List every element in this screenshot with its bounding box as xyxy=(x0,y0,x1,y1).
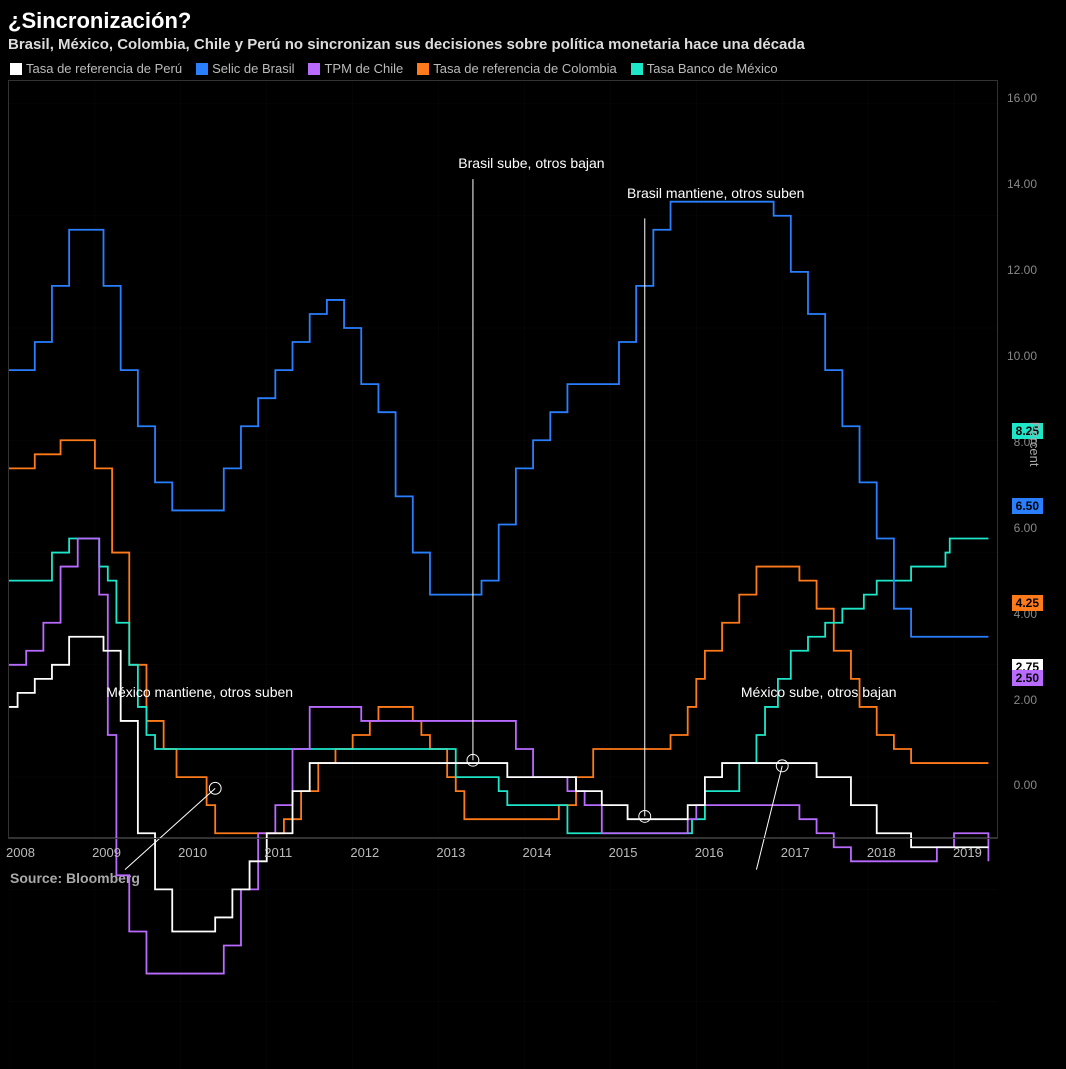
x-tick-label: 2008 xyxy=(6,845,35,860)
y-tick-label: 12.00 xyxy=(1007,263,1037,277)
legend-swatch xyxy=(10,63,22,75)
legend-label: TPM de Chile xyxy=(324,61,403,76)
y-axis-title: Percent xyxy=(1027,422,1042,467)
legend-item: TPM de Chile xyxy=(308,61,403,76)
end-value-label: 4.25 xyxy=(1012,595,1043,611)
legend-swatch xyxy=(196,63,208,75)
legend-label: Tasa de referencia de Colombia xyxy=(433,61,617,76)
legend-item: Tasa de referencia de Perú xyxy=(10,61,182,76)
x-tick-label: 2009 xyxy=(92,845,121,860)
annotation-label: Brasil mantiene, otros suben xyxy=(627,185,804,201)
legend-item: Selic de Brasil xyxy=(196,61,294,76)
x-tick-label: 2011 xyxy=(264,845,292,860)
y-tick-label: 6.00 xyxy=(1014,521,1037,535)
legend-label: Selic de Brasil xyxy=(212,61,294,76)
x-tick-label: 2018 xyxy=(867,845,896,860)
x-tick-label: 2014 xyxy=(523,845,552,860)
chart-subtitle: Brasil, México, Colombia, Chile y Perú n… xyxy=(8,36,1062,53)
x-tick-label: 2012 xyxy=(350,845,379,860)
x-axis: 2008 2009 2010 2011 2012 2013 2014 2015 2016 2017… xyxy=(8,838,998,868)
y-tick-label: 2.00 xyxy=(1014,693,1037,707)
y-tick-label: 0.00 xyxy=(1014,778,1037,792)
chart-plot-area: 0.002.004.006.008.0010.0012.0014.0016.00… xyxy=(8,80,998,838)
end-value-label: 2.50 xyxy=(1012,670,1043,686)
legend: Tasa de referencia de Perú Selic de Brasi… xyxy=(8,57,1062,80)
legend-item: Tasa Banco de México xyxy=(631,61,778,76)
legend-label: Tasa de referencia de Perú xyxy=(26,61,182,76)
chart-title: ¿Sincronización? xyxy=(8,8,1062,34)
y-tick-label: 14.00 xyxy=(1007,177,1037,191)
y-tick-label: 10.00 xyxy=(1007,349,1037,363)
annotation-label: México mantiene, otros suben xyxy=(106,684,293,700)
x-tick-label: 2010 xyxy=(178,845,207,860)
legend-label: Tasa Banco de México xyxy=(647,61,778,76)
x-tick-label: 2016 xyxy=(695,845,724,860)
legend-swatch xyxy=(631,63,643,75)
legend-swatch xyxy=(417,63,429,75)
legend-item: Tasa de referencia de Colombia xyxy=(417,61,617,76)
legend-swatch xyxy=(308,63,320,75)
x-tick-label: 2013 xyxy=(436,845,465,860)
annotation-label: Brasil sube, otros bajan xyxy=(458,155,604,171)
y-tick-label: 16.00 xyxy=(1007,91,1037,105)
x-tick-label: 2019 xyxy=(953,845,982,860)
x-tick-label: 2015 xyxy=(609,845,638,860)
end-value-label: 6.50 xyxy=(1012,498,1043,514)
annotation-label: México sube, otros bajan xyxy=(741,684,897,700)
x-tick-label: 2017 xyxy=(781,845,810,860)
